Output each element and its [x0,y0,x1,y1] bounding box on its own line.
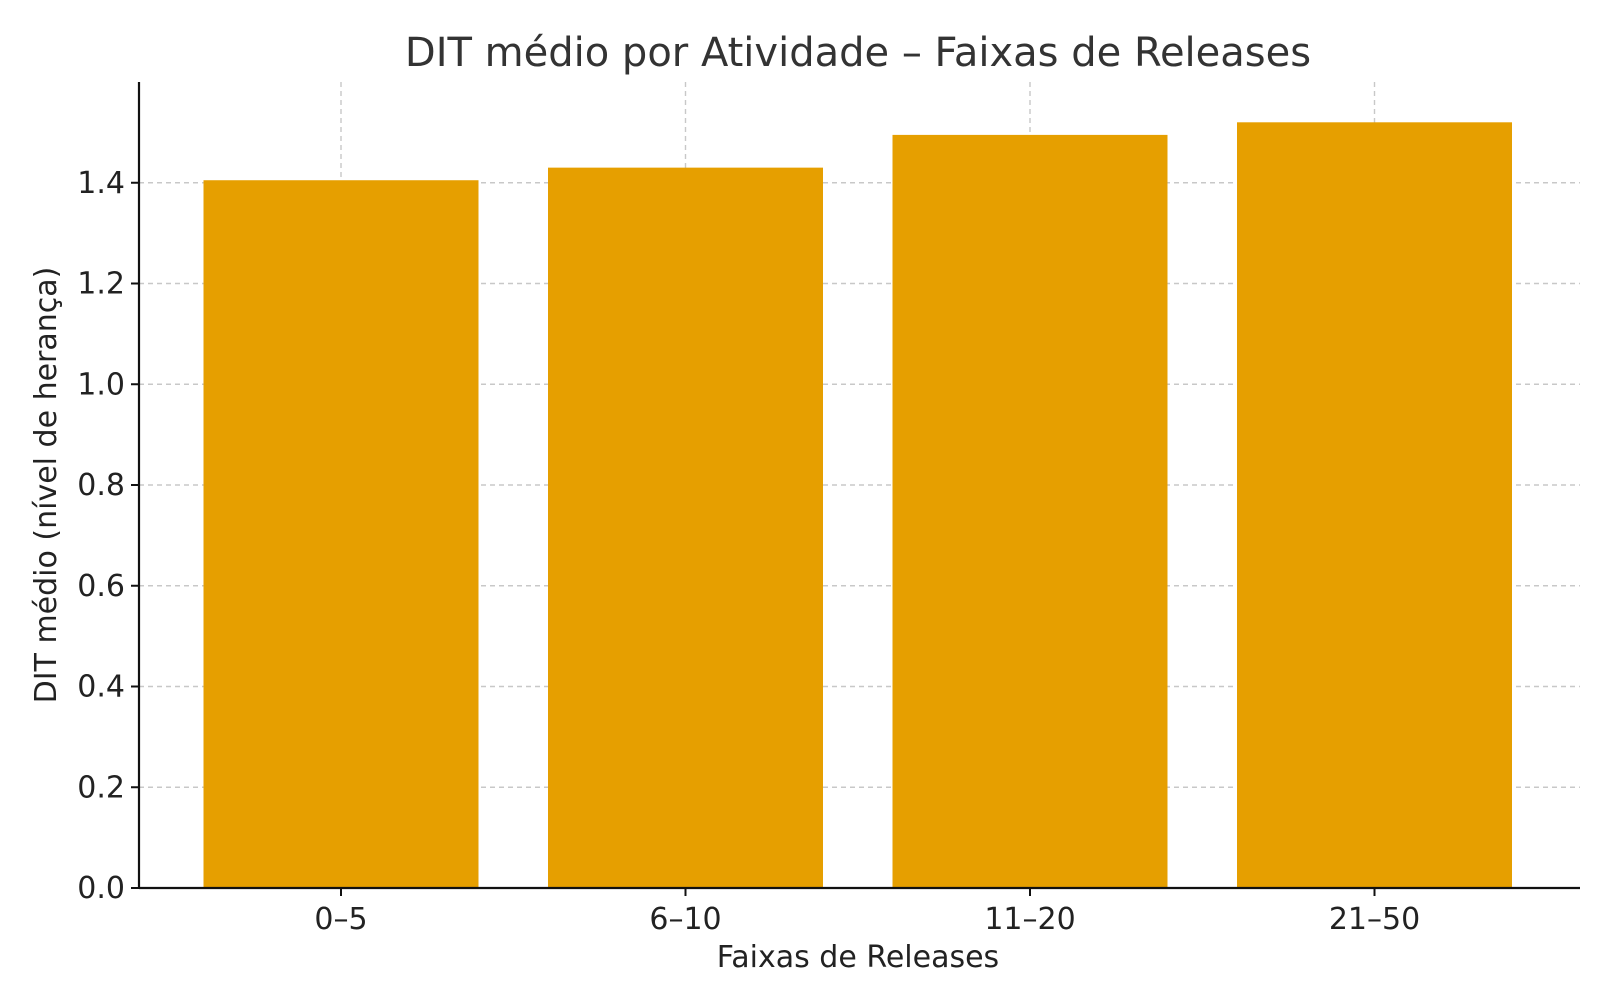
x-tick-label: 6–10 [649,902,721,937]
bar [203,180,479,888]
y-axis-label: DIT médio (nível de herança) [29,267,64,704]
bar [548,167,823,888]
y-tick-label: 1.4 [77,166,125,201]
x-tick-label: 11–20 [984,902,1075,937]
y-tick-label: 0.6 [77,569,125,604]
y-ticks: 0.0 0.2 0.4 0.6 0.8 1.0 1.2 1.4 [77,166,139,906]
x-tick-label: 21–50 [1329,902,1420,937]
x-tick-label: 0–5 [314,902,367,937]
y-tick-label: 0.2 [77,770,125,805]
bar [1237,122,1512,889]
y-tick-label: 1.2 [77,267,125,302]
y-tick-label: 0.0 [77,871,125,906]
bar [892,134,1168,889]
y-tick-label: 0.4 [77,670,125,705]
chart-title: DIT médio por Atividade – Faixas de Rele… [405,30,1311,76]
x-axis-label: Faixas de Releases [717,940,999,975]
y-tick-label: 1.0 [77,367,125,402]
x-ticks: 0–5 6–10 11–20 21–50 [314,888,1420,937]
y-tick-label: 0.8 [77,468,125,503]
bars [203,122,1512,889]
